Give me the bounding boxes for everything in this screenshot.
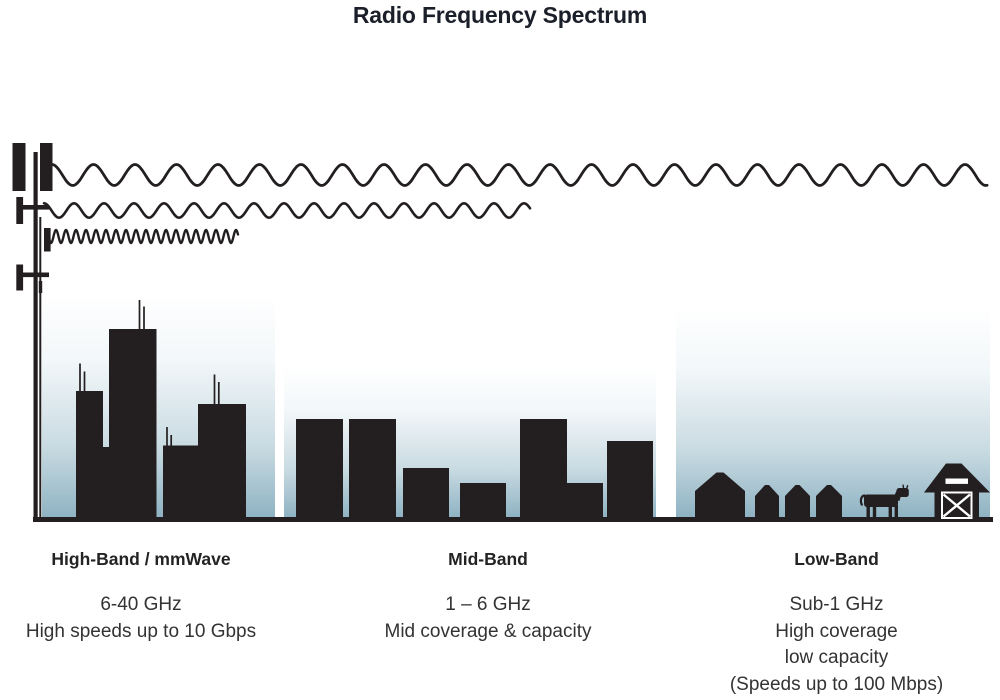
band-name-low: Low-Band: [794, 549, 879, 569]
band-label-mid: Mid-Band 1 – 6 GHz Mid coverage & capaci…: [368, 549, 608, 645]
cow-tail-icon: [859, 494, 866, 506]
suburban-houses-icon: [695, 472, 842, 517]
barn-loft-window-icon: [945, 478, 968, 484]
band-detail-line: High coverage: [775, 620, 898, 642]
band-name-mid: Mid-Band: [448, 549, 528, 569]
band-label-high: High-Band / mmWave 6-40 GHz High speeds …: [21, 549, 261, 645]
cell-tower-icon: [12, 143, 53, 517]
ground-line: [33, 517, 993, 522]
cow-horns-icon: [902, 484, 909, 489]
rooftop-antennas-icon: [79, 300, 220, 446]
town-buildings-icon: [296, 419, 653, 517]
band-detail-line: (Speeds up to 100 Mbps): [729, 673, 944, 695]
diagram-title: Radio Frequency Spectrum: [352, 2, 648, 28]
barn-door-crossbuck-icon: [942, 493, 971, 518]
short-wavelength-wave-icon: [44, 228, 240, 245]
city-skyline-icon: [76, 300, 246, 517]
band-detail-line: Mid coverage & capacity: [384, 620, 592, 642]
spectrum-illustration: [12, 143, 993, 522]
band-detail-line: High speeds up to 10 Gbps: [25, 620, 257, 642]
barn-door-icon: [941, 491, 973, 519]
long-wavelength-wave-icon: [50, 163, 989, 187]
band-detail-line: low capacity: [784, 647, 889, 669]
band-detail-line: 6-40 GHz: [100, 594, 182, 615]
barn-icon: [924, 463, 990, 519]
radio-waves: [42, 163, 989, 245]
band-detail-line: Sub-1 GHz: [789, 594, 884, 615]
medium-wavelength-wave-icon: [42, 201, 532, 220]
band-detail-line: 1 – 6 GHz: [445, 594, 531, 615]
band-label-low: Low-Band Sub-1 GHz High coverage low cap…: [713, 549, 960, 698]
band-name-high: High-Band / mmWave: [51, 549, 231, 569]
cow-icon: [859, 484, 909, 518]
